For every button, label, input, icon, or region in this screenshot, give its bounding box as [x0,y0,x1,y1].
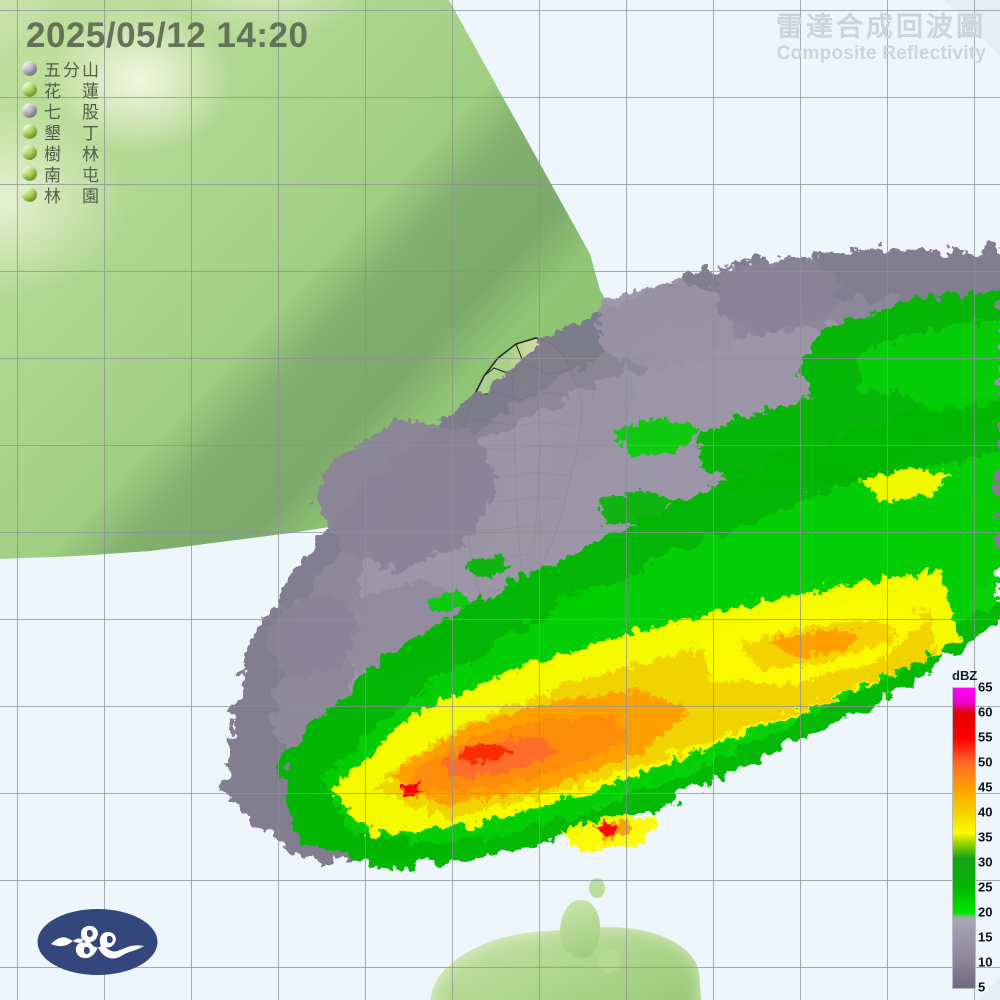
colorbar-tick: 15 [978,929,993,945]
colorbar-tick: 65 [978,679,993,695]
station-name: 樹 林 [44,145,101,165]
title-block: 雷達合成回波圖 Composite Reflectivity [776,12,986,65]
station-status-dot [22,166,37,181]
title-english: Composite Reflectivity [776,43,986,65]
station-legend: 五分山 花 蓮 七 股 墾 丁 樹 林 南 屯 林 園 [22,58,101,207]
luzon-secondary-island [560,900,600,958]
colorbar-tick: 35 [978,829,993,845]
colorbar-gradient [952,687,976,989]
station-name: 墾 丁 [44,124,101,144]
dbz-colorbar: dBZ 65 60 55 50 45 40 35 30 25 20 15 10 5 [944,668,1000,998]
station-status-dot [22,82,37,97]
station-status-dot [22,61,37,76]
colorbar-tick: 25 [978,879,993,895]
station-name: 五分山 [44,61,101,81]
station-row: 花 蓮 [22,79,101,102]
station-row: 林 園 [22,184,101,207]
colorbar-tick: 30 [978,854,993,870]
station-name: 南 屯 [44,166,101,186]
colorbar-ticks: 65 60 55 50 45 40 35 30 25 20 15 10 5 [978,680,1000,995]
station-row: 五分山 [22,58,101,81]
colorbar-tick: 55 [978,729,993,745]
colorbar-tick: 40 [978,804,993,820]
station-row: 墾 丁 [22,121,101,144]
batan-island [589,878,605,898]
station-status-dot [22,187,37,202]
station-row: 七 股 [22,100,101,123]
station-row: 樹 林 [22,142,101,165]
cwb-logo [37,909,158,975]
colorbar-tick: 50 [978,754,993,770]
colorbar-tick: 10 [978,954,993,970]
station-name: 七 股 [44,103,101,123]
station-status-dot [22,145,37,160]
station-row: 南 屯 [22,163,101,186]
title-chinese: 雷達合成回波圖 [776,12,986,43]
station-name: 花 蓮 [44,82,101,102]
timestamp: 2025/05/12 14:20 [26,16,309,55]
colorbar-tick: 20 [978,904,993,920]
station-status-dot [22,103,37,118]
station-name: 林 園 [44,187,101,207]
colorbar-tick: 60 [978,704,993,720]
colorbar-unit-label: dBZ [952,668,978,683]
station-status-dot [22,124,37,139]
colorbar-tick: 45 [978,779,993,795]
colorbar-tick: 5 [978,979,986,995]
